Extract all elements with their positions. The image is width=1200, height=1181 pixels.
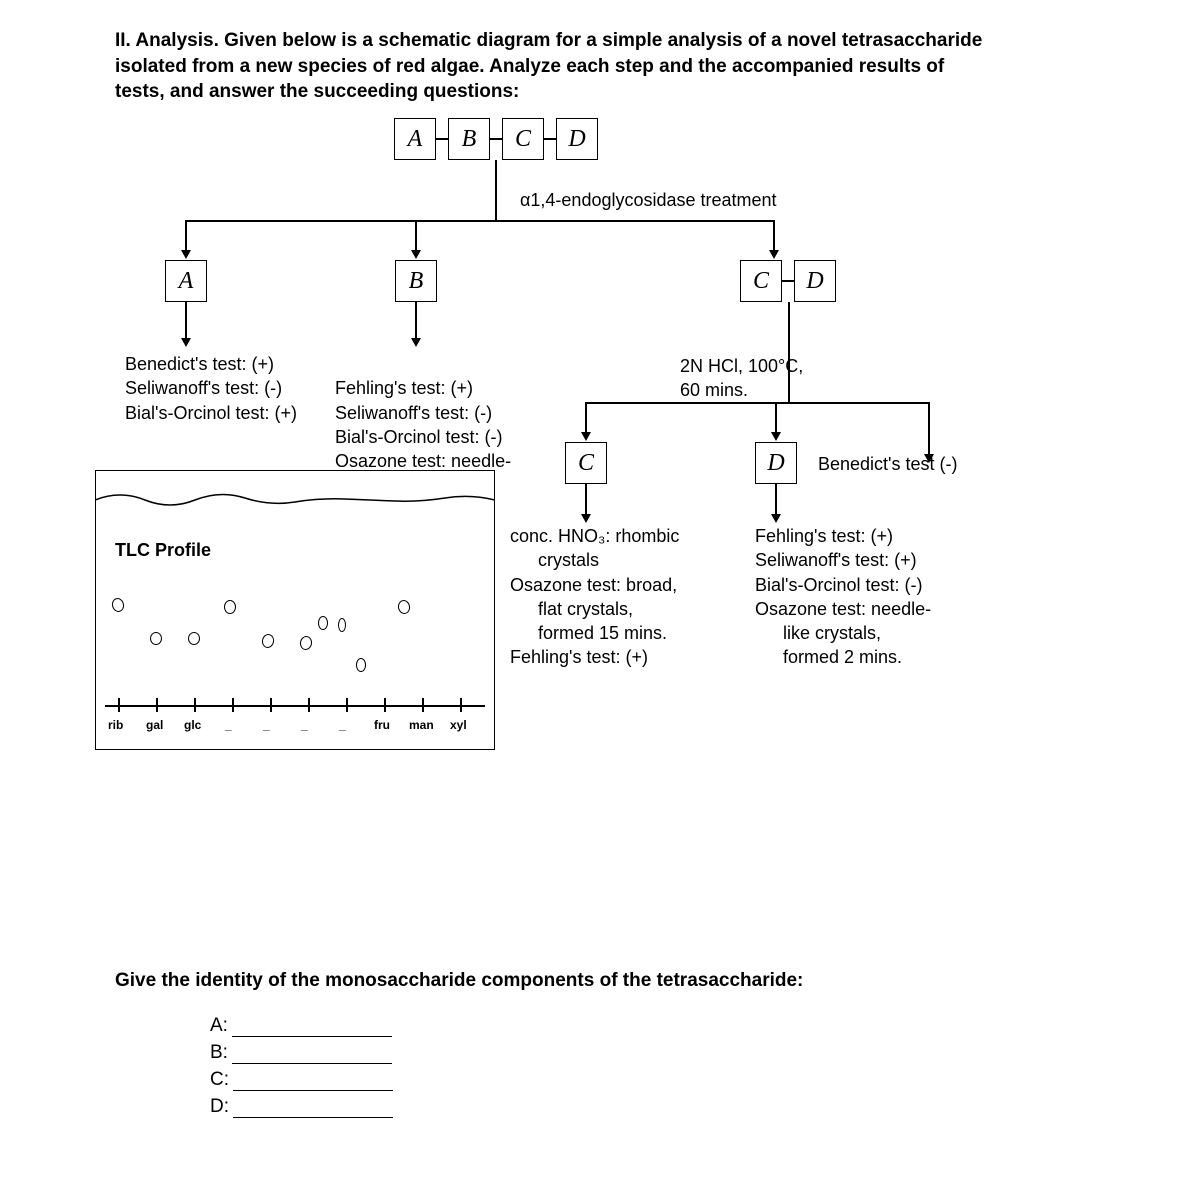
- lane-fru: fru: [374, 718, 390, 732]
- line-to-a: [185, 220, 187, 250]
- arrow-d-lone-down: [771, 514, 781, 523]
- line-to-c-lone: [585, 402, 587, 432]
- lone-sugar-d: D: [755, 442, 797, 484]
- top-sugar-b: B: [448, 118, 490, 160]
- line-d-lone-down: [775, 484, 777, 514]
- line-c-lone-down: [585, 484, 587, 514]
- tick-10: [460, 698, 462, 712]
- answer-d: D:: [210, 1096, 393, 1118]
- top-sugar-c: C: [502, 118, 544, 160]
- lane-glc: glc: [184, 718, 201, 732]
- line-to-cd: [773, 220, 775, 250]
- spot-u4b: [356, 658, 366, 672]
- answer-a: A:: [210, 1015, 392, 1037]
- tests-a: Benedict's test: (+) Seliwanoff's test: …: [125, 352, 297, 425]
- tick-9: [422, 698, 424, 712]
- lane-rib: rib: [108, 718, 123, 732]
- arrow-to-d-lone-left: [771, 432, 781, 441]
- tick-4: [232, 698, 234, 712]
- answer-b: B:: [210, 1042, 392, 1064]
- lane-blank-3: _: [301, 718, 308, 732]
- arrow-to-a: [181, 250, 191, 259]
- tick-6: [308, 698, 310, 712]
- spot-gal: [150, 632, 162, 645]
- lane-xyl: xyl: [450, 718, 467, 732]
- spot-u4a: [338, 618, 346, 632]
- chain-link-cd-mid: [782, 280, 794, 282]
- line-to-b: [415, 220, 417, 250]
- section-heading: II. Analysis. Given below is a schematic…: [115, 28, 995, 105]
- line-cd-down2: [788, 352, 790, 402]
- lane-blank-2: _: [263, 718, 270, 732]
- spot-u3b: [318, 616, 328, 630]
- tick-5: [270, 698, 272, 712]
- chain-link-cd: [544, 138, 556, 140]
- tlc-title: TLC Profile: [115, 540, 211, 561]
- spot-u1: [224, 600, 236, 614]
- arrow-to-b: [411, 250, 421, 259]
- arrow-c-lone-down: [581, 514, 591, 523]
- line-to-d-lone-left: [775, 402, 777, 432]
- tlc-baseline: [105, 705, 485, 707]
- tick-8: [384, 698, 386, 712]
- tick-7: [346, 698, 348, 712]
- arrow-a-down: [181, 338, 191, 347]
- tests-d: Fehling's test: (+) Seliwanoff's test: (…: [755, 524, 931, 670]
- answer-a-blank[interactable]: [232, 1036, 392, 1037]
- answer-b-blank[interactable]: [232, 1063, 392, 1064]
- tick-1: [118, 698, 120, 712]
- chain-link-bc: [490, 138, 502, 140]
- spot-glc: [188, 632, 200, 645]
- line-main-down: [495, 160, 497, 220]
- answer-d-blank[interactable]: [233, 1117, 393, 1118]
- lane-blank-1: _: [225, 718, 232, 732]
- identify-prompt: Give the identity of the monosaccharide …: [115, 970, 1035, 992]
- line-b-down: [415, 302, 417, 338]
- lane-man: man: [409, 718, 434, 732]
- answer-c: C:: [210, 1069, 393, 1091]
- arrow-b-down: [411, 338, 421, 347]
- line-a-down: [185, 302, 187, 338]
- top-sugar-d: D: [556, 118, 598, 160]
- tests-d-right: Benedict's test (-): [818, 452, 957, 476]
- tlc-plate: [95, 470, 495, 750]
- line-to-d-right: [928, 402, 930, 454]
- treatment-label: α1,4-endoglycosidase treatment: [520, 188, 777, 212]
- lane-gal: gal: [146, 718, 163, 732]
- hydrolysis-label: 2N HCl, 100°C, 60 mins.: [680, 354, 803, 403]
- arrow-to-cd: [769, 250, 779, 259]
- mid-sugar-b: B: [395, 260, 437, 302]
- line-distributor: [185, 220, 775, 222]
- tick-2: [156, 698, 158, 712]
- lane-blank-4: _: [339, 718, 346, 732]
- answer-c-blank[interactable]: [233, 1090, 393, 1091]
- solvent-front: [95, 490, 495, 510]
- chain-link-ab: [436, 138, 448, 140]
- line-cd-distributor: [585, 402, 930, 404]
- tests-c: conc. HNO₃: rhombic crystals Osazone tes…: [510, 524, 679, 670]
- arrow-to-c-lone: [581, 432, 591, 441]
- line-cd-down: [788, 302, 790, 352]
- lone-sugar-c: C: [565, 442, 607, 484]
- mid-sugar-c: C: [740, 260, 782, 302]
- top-sugar-a: A: [394, 118, 436, 160]
- mid-sugar-d: D: [794, 260, 836, 302]
- mid-sugar-a: A: [165, 260, 207, 302]
- tick-3: [194, 698, 196, 712]
